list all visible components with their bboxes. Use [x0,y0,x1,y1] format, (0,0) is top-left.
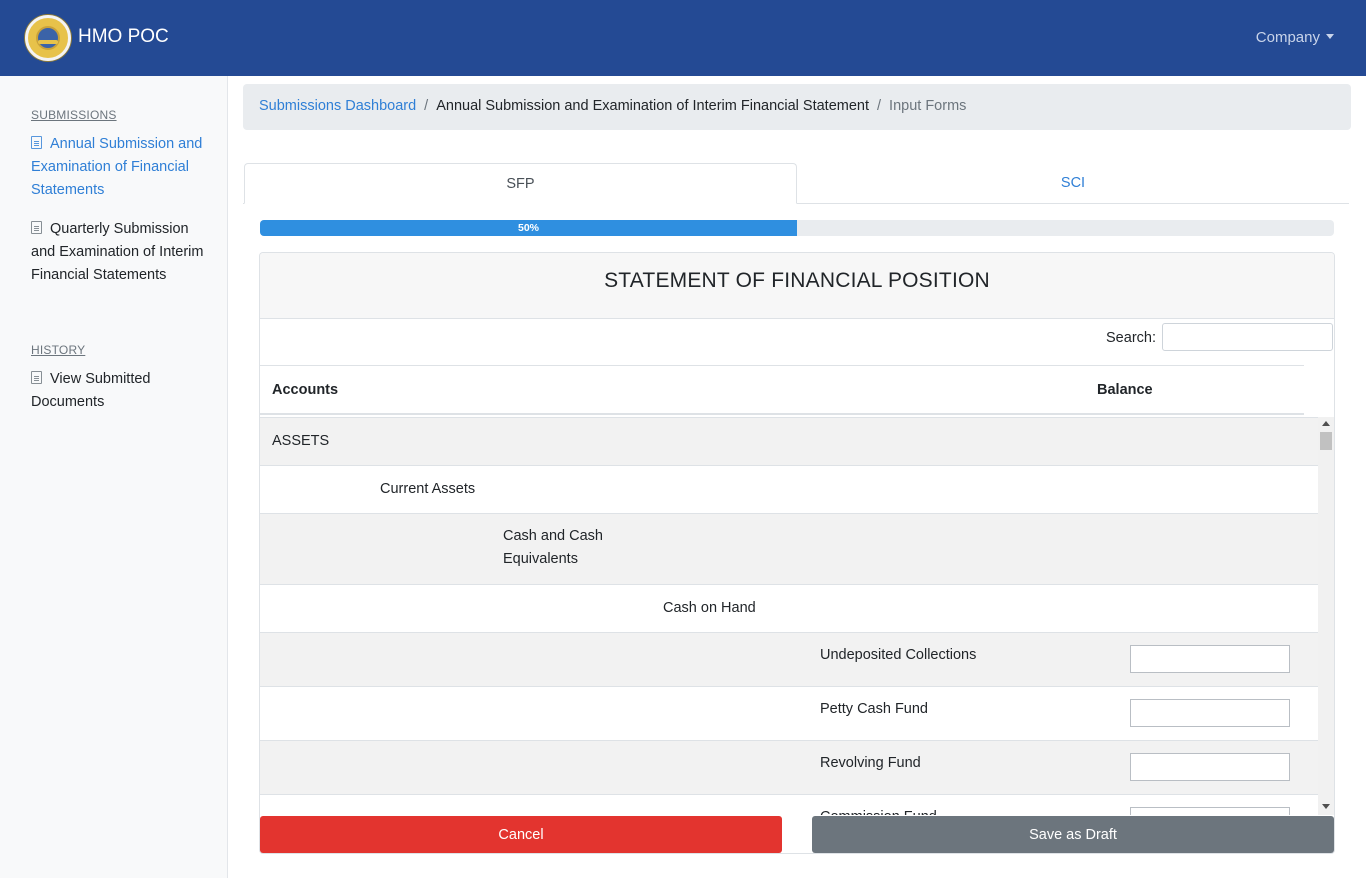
balance-input[interactable] [1130,699,1290,727]
breadcrumb-home-link[interactable]: Submissions Dashboard [259,98,417,114]
brand-title[interactable]: HMO POC [78,26,169,47]
account-label: Revolving Fund [820,755,921,771]
breadcrumb-middle: Annual Submission and Examination of Int… [436,98,870,114]
sidebar-item-annual-submission[interactable]: Annual Submission and Examination of Fin… [31,133,211,202]
sfp-card: STATEMENT OF FINANCIAL POSITION Search: … [259,252,1335,854]
account-label: ASSETS [272,433,330,449]
account-label: Commission Fund [820,806,937,815]
tab-sci[interactable]: SCI [1060,175,1086,191]
table-header: Accounts Balance [260,365,1304,415]
company-seal-logo[interactable] [25,15,71,61]
search-input[interactable] [1162,323,1333,351]
table-row: Commission Fund [260,794,1318,815]
sidebar-item-view-submitted[interactable]: View Submitted Documents [31,368,191,414]
account-label: Current Assets [380,481,476,497]
company-dropdown[interactable]: Company [1256,29,1334,46]
seal-wave [38,40,58,44]
breadcrumb-current: Input Forms [889,98,967,114]
table-row: Current Assets [260,465,1318,513]
table-row: Undeposited Collections [260,632,1318,686]
scroll-thumb[interactable] [1320,432,1332,450]
search-label: Search: [1106,330,1156,346]
company-dropdown-label: Company [1255,29,1320,46]
balance-input[interactable] [1130,807,1290,815]
account-label: Undeposited Collections [820,647,977,663]
column-header-balance[interactable]: Balance [1097,382,1153,398]
document-icon [31,221,42,234]
table-row: Revolving Fund [260,740,1318,794]
column-header-accounts[interactable]: Accounts [272,382,339,398]
balance-input[interactable] [1130,645,1290,673]
document-icon [31,371,42,384]
seal-center [36,26,60,50]
balance-input[interactable] [1130,753,1290,781]
sidebar-item-label: Quarterly Submission and Examination of … [31,221,204,283]
sidebar-heading-submissions: SUBMISSIONS [31,108,117,122]
breadcrumb-separator: / [877,98,882,114]
table-row: Cash on Hand [260,584,1318,632]
table-row: Petty Cash Fund [260,686,1318,740]
progress-bar: 50% [260,220,797,236]
account-label: Cash on Hand [663,600,756,616]
card-title: STATEMENT OF FINANCIAL POSITION [260,253,1334,319]
tab-sfp[interactable]: SFP [244,163,797,204]
top-navbar: HMO POC Company [0,0,1366,76]
sidebar-heading-history: HISTORY [31,343,86,357]
sidebar: SUBMISSIONS Annual Submission and Examin… [0,76,228,878]
breadcrumb: Submissions Dashboard / Annual Submission … [243,84,1351,130]
caret-down-icon [1326,34,1334,39]
cancel-button[interactable]: Cancel [260,816,782,853]
scroll-up-arrow-icon[interactable] [1322,421,1330,426]
table-row: Cash and Cash Equivalents [260,513,1318,584]
form-tabs: SFP SCI [243,163,1349,204]
save-as-draft-button[interactable]: Save as Draft [812,816,1334,853]
table-scrollbar[interactable] [1318,417,1334,815]
account-label: Petty Cash Fund [820,701,928,717]
scroll-down-arrow-icon[interactable] [1322,804,1330,809]
table-body: ASSETS Current Assets Cash and Cash Equi… [260,417,1318,815]
document-icon [31,136,42,149]
progress-track: 50% [260,220,1334,236]
sidebar-item-label: Annual Submission and Examination of Fin… [31,136,203,198]
account-label: Cash and Cash Equivalents [503,528,603,567]
breadcrumb-separator: / [424,98,429,114]
sidebar-item-quarterly-submission[interactable]: Quarterly Submission and Examination of … [31,218,211,287]
table-row: ASSETS [260,417,1318,465]
sidebar-item-label: View Submitted Documents [31,371,151,410]
